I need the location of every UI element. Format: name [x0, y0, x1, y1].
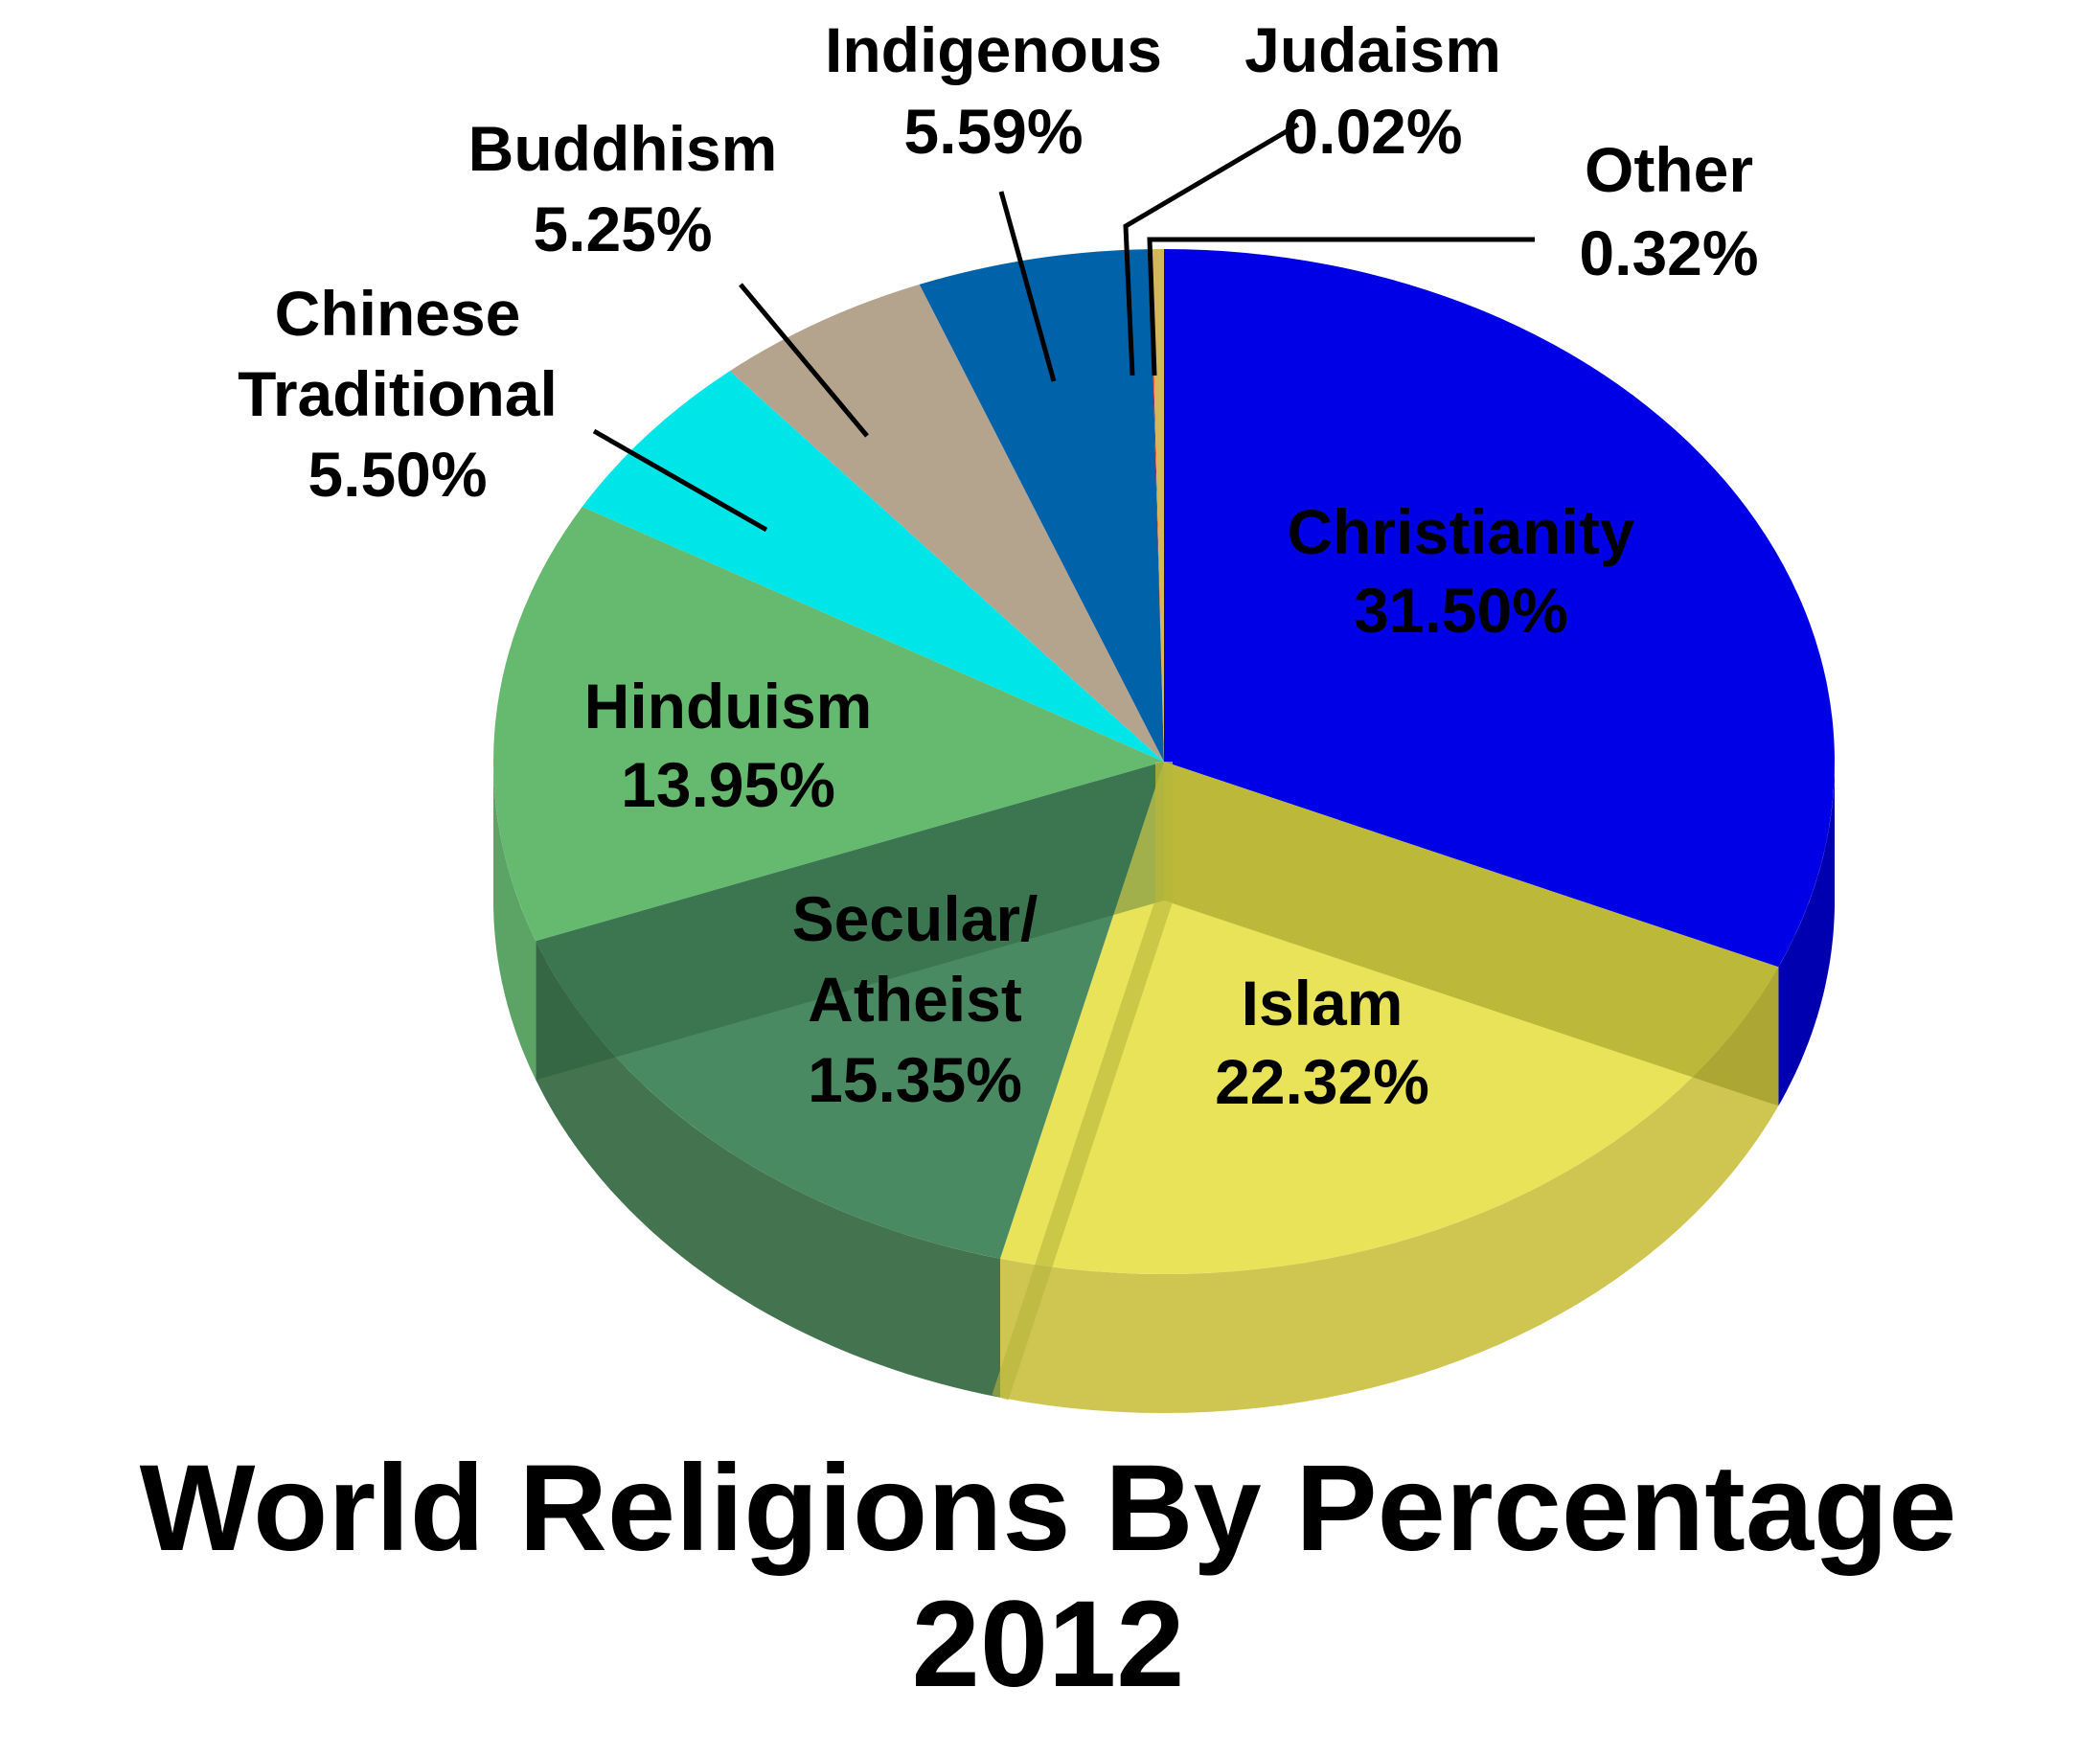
slice-christianity [1164, 249, 1835, 968]
slice-label-chinese-traditional: Traditional [238, 358, 558, 429]
leader-line-chinese-traditional [592, 428, 768, 533]
slice-label-hinduism: Hinduism [584, 671, 873, 741]
slice-indigenous [919, 249, 1164, 763]
inner-wall-secular [536, 762, 1164, 1081]
slice-label-chinese-traditional: Chinese [275, 278, 521, 349]
chart-subtitle: 2012 [912, 1576, 1185, 1713]
slice-chinese-traditional [582, 371, 1164, 762]
pct-label-judaism: 0.02% [1283, 96, 1462, 167]
pie-translucent-overlay [536, 762, 1779, 1401]
pct-label-hinduism: 13.95% [621, 749, 835, 820]
leader-line-buddhism [739, 283, 869, 438]
leader-line-judaism [1123, 122, 1300, 376]
side-wall-islam [1000, 967, 1779, 1413]
pct-label-chinese-traditional: 5.50% [308, 439, 487, 510]
slice-label-indigenous: Indigenous [825, 14, 1162, 85]
leader-line-indigenous [998, 191, 1057, 382]
front-seam [992, 898, 1173, 1401]
slice-labels: Christianity 31.50% Islam 22.32% Secular/Ath… [238, 14, 1758, 1117]
pie-3d-sides [493, 762, 1835, 1413]
slice-label-other: Other [1585, 134, 1753, 205]
pct-label-secular-atheist: 15.35% [808, 1044, 1022, 1115]
pct-label-other: 0.32% [1579, 217, 1758, 288]
side-wall-secular-atheist [536, 941, 1000, 1398]
slice-secular-atheist [536, 762, 1164, 1259]
pct-label-christianity: 31.50% [1354, 575, 1568, 646]
pct-label-islam: 22.32% [1215, 1046, 1429, 1117]
slice-label-secular-atheist: Atheist [808, 964, 1022, 1035]
slice-label-judaism: Judaism [1244, 14, 1501, 85]
inner-wall-islam [1164, 762, 1779, 1106]
slice-label-buddhism: Buddhism [468, 113, 778, 184]
leader-line-other [1147, 237, 1535, 376]
slice-hinduism [493, 506, 1164, 942]
slice-islam [1000, 762, 1779, 1275]
leader-lines [592, 122, 1535, 533]
slice-label-christianity: Christianity [1287, 496, 1634, 567]
chart-title: World Religions By Percentage [140, 1440, 1957, 1577]
slice-label-islam: Islam [1242, 968, 1404, 1038]
side-wall-hinduism [493, 762, 536, 1081]
slice-judaism [1150, 249, 1164, 762]
side-wall-christianity [1778, 762, 1835, 1106]
slice-other [1150, 248, 1164, 762]
pie-top-slices [493, 248, 1835, 1275]
pct-label-indigenous: 5.59% [903, 96, 1083, 167]
pct-label-buddhism: 5.25% [533, 194, 712, 264]
slice-label-secular-atheist: Secular/ [792, 883, 1039, 954]
